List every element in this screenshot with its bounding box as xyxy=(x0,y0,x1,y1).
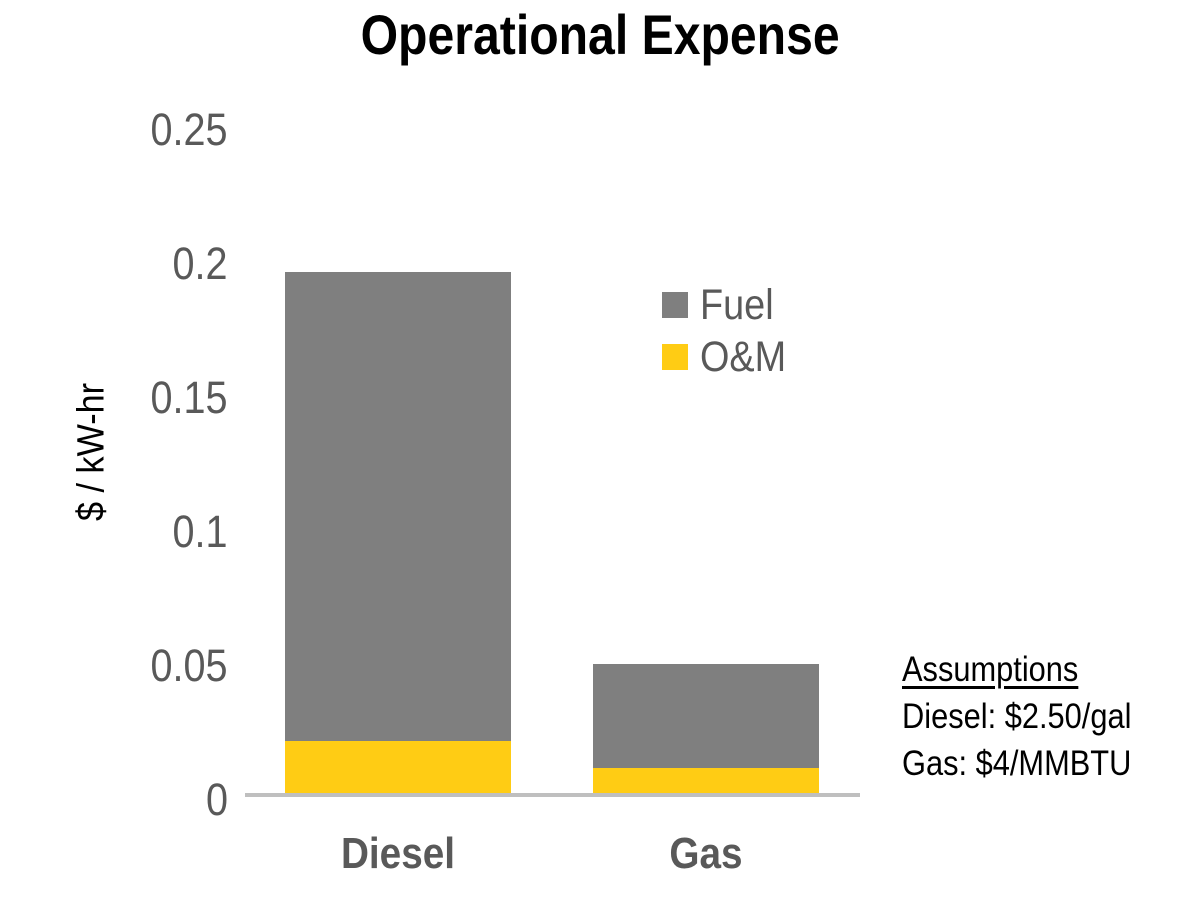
y-tick-label: 0 xyxy=(205,774,228,825)
y-tick-label: 0.05 xyxy=(150,640,228,691)
legend-item-fuel: Fuel xyxy=(662,280,784,329)
bar-diesel-om xyxy=(285,741,511,795)
assumption-line: Diesel: $2.50/gal xyxy=(902,697,1132,736)
x-category-label-gas: Gas xyxy=(669,829,743,878)
legend-label: O&M xyxy=(700,332,787,381)
y-tick-label: 0.25 xyxy=(150,104,228,155)
legend-swatch-om xyxy=(662,344,688,370)
bar-diesel-fuel xyxy=(285,272,511,742)
y-tick-label: 0.1 xyxy=(172,506,228,557)
legend-label: Fuel xyxy=(700,280,774,329)
assumptions-note: Assumptions Diesel: $2.50/gal Gas: $4/MM… xyxy=(902,646,1131,787)
assumptions-heading: Assumptions xyxy=(902,650,1079,689)
legend-swatch-fuel xyxy=(662,292,688,318)
chart-title: Operational Expense xyxy=(360,3,840,66)
bar-gas-om xyxy=(593,768,819,795)
y-tick-label: 0.2 xyxy=(172,238,228,289)
y-tick-label: 0.15 xyxy=(150,372,228,423)
x-category-label-diesel: Diesel xyxy=(340,829,456,878)
assumption-line: Gas: $4/MMBTU xyxy=(902,744,1132,783)
bar-gas-fuel xyxy=(593,663,819,769)
legend-item-om: O&M xyxy=(662,332,798,381)
y-axis-title: $ / kW-hr xyxy=(70,382,113,522)
x-axis-line xyxy=(245,793,860,797)
